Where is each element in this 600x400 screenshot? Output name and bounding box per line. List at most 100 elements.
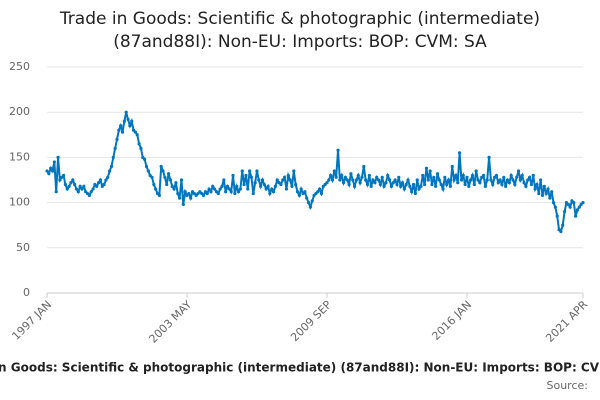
point <box>494 173 499 178</box>
point <box>249 175 254 179</box>
point <box>308 205 312 209</box>
point <box>295 190 300 194</box>
point <box>104 178 108 182</box>
point <box>537 191 541 196</box>
point <box>65 187 69 191</box>
point <box>50 169 55 173</box>
point <box>144 164 149 169</box>
point <box>553 205 557 209</box>
point <box>459 178 464 182</box>
point <box>402 187 406 191</box>
point <box>437 178 441 182</box>
point <box>120 130 125 134</box>
point <box>216 191 220 196</box>
point <box>166 172 171 176</box>
point <box>371 178 375 182</box>
point <box>266 184 270 188</box>
point <box>225 184 230 188</box>
point <box>330 178 335 182</box>
point <box>306 201 311 205</box>
point <box>220 184 224 188</box>
point <box>168 178 173 182</box>
point <box>380 175 384 179</box>
point <box>115 137 119 141</box>
point <box>73 182 77 187</box>
point <box>176 191 180 196</box>
point <box>201 193 206 197</box>
point <box>253 181 257 185</box>
point <box>231 173 235 178</box>
point <box>533 187 537 191</box>
point <box>240 169 244 173</box>
point <box>71 178 75 182</box>
point <box>159 164 163 169</box>
point <box>299 187 303 191</box>
point <box>268 191 272 196</box>
point <box>439 182 443 187</box>
point <box>242 182 246 187</box>
point <box>572 201 576 205</box>
point <box>539 178 543 182</box>
point <box>410 190 414 194</box>
point <box>222 178 226 182</box>
point <box>310 199 314 203</box>
point <box>452 178 456 182</box>
point <box>362 164 366 169</box>
point <box>205 191 209 196</box>
point <box>251 191 255 196</box>
point <box>255 169 259 173</box>
point <box>56 155 60 159</box>
point <box>448 184 452 188</box>
point <box>343 175 347 179</box>
point <box>476 178 480 182</box>
point <box>178 196 182 200</box>
footer: Trade in Goods: Scientific & photographi… <box>0 361 600 375</box>
point <box>365 182 370 187</box>
point <box>334 175 338 179</box>
point <box>559 229 563 234</box>
point <box>485 178 489 182</box>
point <box>481 173 486 178</box>
point <box>290 184 294 188</box>
point <box>294 182 298 187</box>
point <box>566 202 570 207</box>
point <box>157 193 161 197</box>
point <box>338 178 342 182</box>
point <box>67 184 71 188</box>
point <box>413 191 417 196</box>
point <box>236 190 241 194</box>
point <box>102 182 106 187</box>
point <box>470 173 475 178</box>
point <box>548 196 552 200</box>
point <box>469 178 473 182</box>
point <box>561 223 565 227</box>
point <box>152 182 156 187</box>
point <box>80 187 84 191</box>
point <box>487 155 491 159</box>
point <box>244 173 248 178</box>
point <box>399 184 403 188</box>
point <box>329 173 333 178</box>
point <box>376 178 381 182</box>
point <box>498 178 502 182</box>
point <box>279 182 283 187</box>
point <box>511 178 515 182</box>
chart-title: Trade in Goods: Scientific & photographi… <box>59 9 540 29</box>
point <box>89 190 93 194</box>
point <box>332 169 336 173</box>
point <box>419 184 423 188</box>
point <box>524 184 528 188</box>
y-tick-label: 200 <box>9 105 30 118</box>
y-tick-label: 150 <box>9 150 30 163</box>
point <box>527 175 532 179</box>
point <box>181 202 185 207</box>
point <box>286 173 290 178</box>
point <box>421 173 425 178</box>
point <box>369 184 373 188</box>
point <box>391 181 395 185</box>
point <box>546 187 550 191</box>
point <box>463 182 467 187</box>
chart-title: (87and88I): Non-EU: Imports: BOP: CVM: S… <box>113 32 487 52</box>
